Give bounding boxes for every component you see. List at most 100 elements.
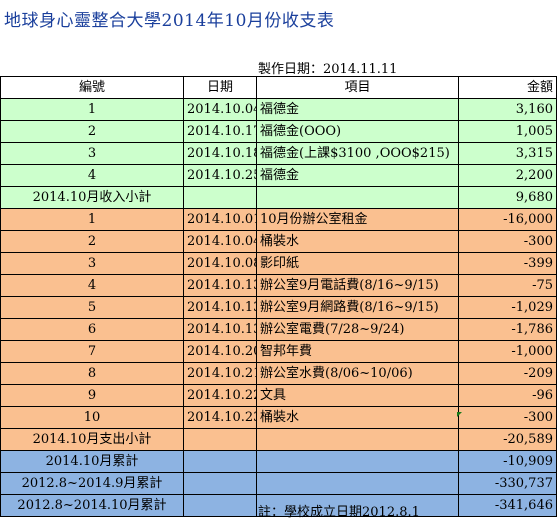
expense-number: 6 bbox=[0, 318, 184, 341]
income-item: 福德金(上課$3100 ,OOO$215) bbox=[256, 142, 459, 165]
expense-date: 2014.10.13 bbox=[183, 296, 257, 319]
income-item: 福德金 bbox=[256, 164, 459, 187]
expense-number: 3 bbox=[0, 252, 184, 275]
income-number: 2 bbox=[0, 120, 184, 143]
expense-row: 6 2014.10.13 辦公室電費(7/28~9/24) -1,786 bbox=[0, 318, 557, 341]
production-date: 製作日期：2014.11.11 bbox=[258, 62, 398, 77]
income-date: 2014.10.17 bbox=[183, 120, 257, 143]
income-number: 3 bbox=[0, 142, 184, 165]
expense-date: 2014.10.20 bbox=[183, 340, 257, 363]
cumulative-amount: -10,909 bbox=[458, 450, 557, 473]
expense-date: 2014.10.21 bbox=[183, 362, 257, 385]
expense-amount: -300 bbox=[458, 230, 557, 253]
expense-item: 智邦年費 bbox=[256, 340, 459, 363]
expense-amount: -1,000 bbox=[458, 340, 557, 363]
footnote: 註：學校成立日期2012.8.1 bbox=[258, 505, 420, 520]
income-number: 1 bbox=[0, 98, 184, 121]
expense-date: 2014.10.22 bbox=[183, 384, 257, 407]
cumulative-amount: -341,646 bbox=[458, 494, 557, 517]
expense-number: 10 bbox=[0, 406, 184, 429]
expense-amount: -399 bbox=[458, 252, 557, 275]
expense-row: 8 2014.10.21 辦公室水費(8/06~10/06) -209 bbox=[0, 362, 557, 385]
expense-row: 5 2014.10.13 辦公室9月網路費(8/16~9/15) -1,029 bbox=[0, 296, 557, 319]
expense-date: 2014.10.01 bbox=[183, 208, 257, 231]
cumulative-amount: -330,737 bbox=[458, 472, 557, 495]
expense-number: 2 bbox=[0, 230, 184, 253]
income-item: 福德金(OOO) bbox=[256, 120, 459, 143]
expense-date: 2014.10.08 bbox=[183, 252, 257, 275]
empty-cell bbox=[256, 472, 459, 495]
expense-row: 3 2014.10.08 影印紙 -399 bbox=[0, 252, 557, 275]
expense-amount: -1,786 bbox=[458, 318, 557, 341]
cumulative-row: 2012.8~2014.10月累計 -341,646 bbox=[0, 494, 557, 517]
expense-subtotal-amount: -20,589 bbox=[458, 428, 557, 451]
expense-subtotal-row: 2014.10月支出小計 -20,589 bbox=[0, 428, 557, 451]
income-subtotal-row: 2014.10月收入小計 9,680 bbox=[0, 186, 557, 209]
expense-number: 5 bbox=[0, 296, 184, 319]
empty-cell bbox=[183, 186, 257, 209]
empty-cell bbox=[183, 450, 257, 473]
expense-item: 辦公室9月網路費(8/16~9/15) bbox=[256, 296, 459, 319]
expense-amount: -75 bbox=[458, 274, 557, 297]
expense-date: 2014.10.13 bbox=[183, 318, 257, 341]
expense-item: 辦公室水費(8/06~10/06) bbox=[256, 362, 459, 385]
empty-cell bbox=[183, 494, 257, 517]
page-title: 地球身心靈整合大學2014年10月份收支表 bbox=[4, 11, 335, 31]
cumulative-label: 2012.8~2014.10月累計 bbox=[0, 494, 184, 517]
cumulative-row: 2012.8~2014.9月累計 -330,737 bbox=[0, 472, 557, 495]
expense-number: 4 bbox=[0, 274, 184, 297]
expense-item: 桶裝水 bbox=[256, 230, 459, 253]
empty-cell bbox=[183, 428, 257, 451]
income-amount: 2,200 bbox=[458, 164, 557, 187]
expense-number: 9 bbox=[0, 384, 184, 407]
expense-row: 10 2014.10.23 桶裝水 -300 bbox=[0, 406, 557, 429]
expense-row: 4 2014.10.13 辦公室9月電話費(8/16~9/15) -75 bbox=[0, 274, 557, 297]
expense-item: 辦公室電費(7/28~9/24) bbox=[256, 318, 459, 341]
expense-item: 10月份辦公室租金 bbox=[256, 208, 459, 231]
expense-amount: -16,000 bbox=[458, 208, 557, 231]
expense-row: 2 2014.10.04 桶裝水 -300 bbox=[0, 230, 557, 253]
cumulative-label: 2012.8~2014.9月累計 bbox=[0, 472, 184, 495]
expense-subtotal-label: 2014.10月支出小計 bbox=[0, 428, 184, 451]
expense-item: 辦公室9月電話費(8/16~9/15) bbox=[256, 274, 459, 297]
production-date-row: 製作日期：2014.11.11 bbox=[0, 56, 556, 77]
expense-amount: -96 bbox=[458, 384, 557, 407]
expense-item: 影印紙 bbox=[256, 252, 459, 275]
expense-row: 1 2014.10.01 10月份辦公室租金 -16,000 bbox=[0, 208, 557, 231]
income-date: 2014.10.04 bbox=[183, 98, 257, 121]
expense-number: 7 bbox=[0, 340, 184, 363]
expense-number: 1 bbox=[0, 208, 184, 231]
cumulative-label: 2014.10月累計 bbox=[0, 450, 184, 473]
income-number: 4 bbox=[0, 164, 184, 187]
expense-item: 文具 bbox=[256, 384, 459, 407]
income-item: 福德金 bbox=[256, 98, 459, 121]
income-row: 3 2014.10.18 福德金(上課$3100 ,OOO$215) 3,315 bbox=[0, 142, 557, 165]
expense-date: 2014.10.23 bbox=[183, 406, 257, 429]
income-row: 4 2014.10.25 福德金 2,200 bbox=[0, 164, 557, 187]
income-amount: 3,160 bbox=[458, 98, 557, 121]
income-date: 2014.10.25 bbox=[183, 164, 257, 187]
header-item: 項目 bbox=[256, 76, 459, 99]
expense-amount: -300 bbox=[458, 406, 557, 429]
expense-amount: -1,029 bbox=[458, 296, 557, 319]
expense-item: 桶裝水 bbox=[256, 406, 459, 429]
income-amount: 3,315 bbox=[458, 142, 557, 165]
income-amount: 1,005 bbox=[458, 120, 557, 143]
empty-cell bbox=[256, 450, 459, 473]
empty-cell bbox=[256, 186, 459, 209]
income-row: 1 2014.10.04 福德金 3,160 bbox=[0, 98, 557, 121]
expense-date: 2014.10.13 bbox=[183, 274, 257, 297]
empty-cell bbox=[183, 472, 257, 495]
header-date: 日期 bbox=[183, 76, 257, 99]
expense-date: 2014.10.04 bbox=[183, 230, 257, 253]
cumulative-row: 2014.10月累計 -10,909 bbox=[0, 450, 557, 473]
empty-cell bbox=[256, 494, 459, 517]
income-row: 2 2014.10.17 福德金(OOO) 1,005 bbox=[0, 120, 557, 143]
income-subtotal-label: 2014.10月收入小計 bbox=[0, 186, 184, 209]
expense-amount: -209 bbox=[458, 362, 557, 385]
finance-table: 編號 日期 項目 金額 1 2014.10.04 福德金 3,160 2 201… bbox=[0, 76, 557, 517]
income-date: 2014.10.18 bbox=[183, 142, 257, 165]
header-number: 編號 bbox=[0, 76, 184, 99]
empty-cell bbox=[256, 428, 459, 451]
comment-marker-icon bbox=[457, 412, 462, 417]
